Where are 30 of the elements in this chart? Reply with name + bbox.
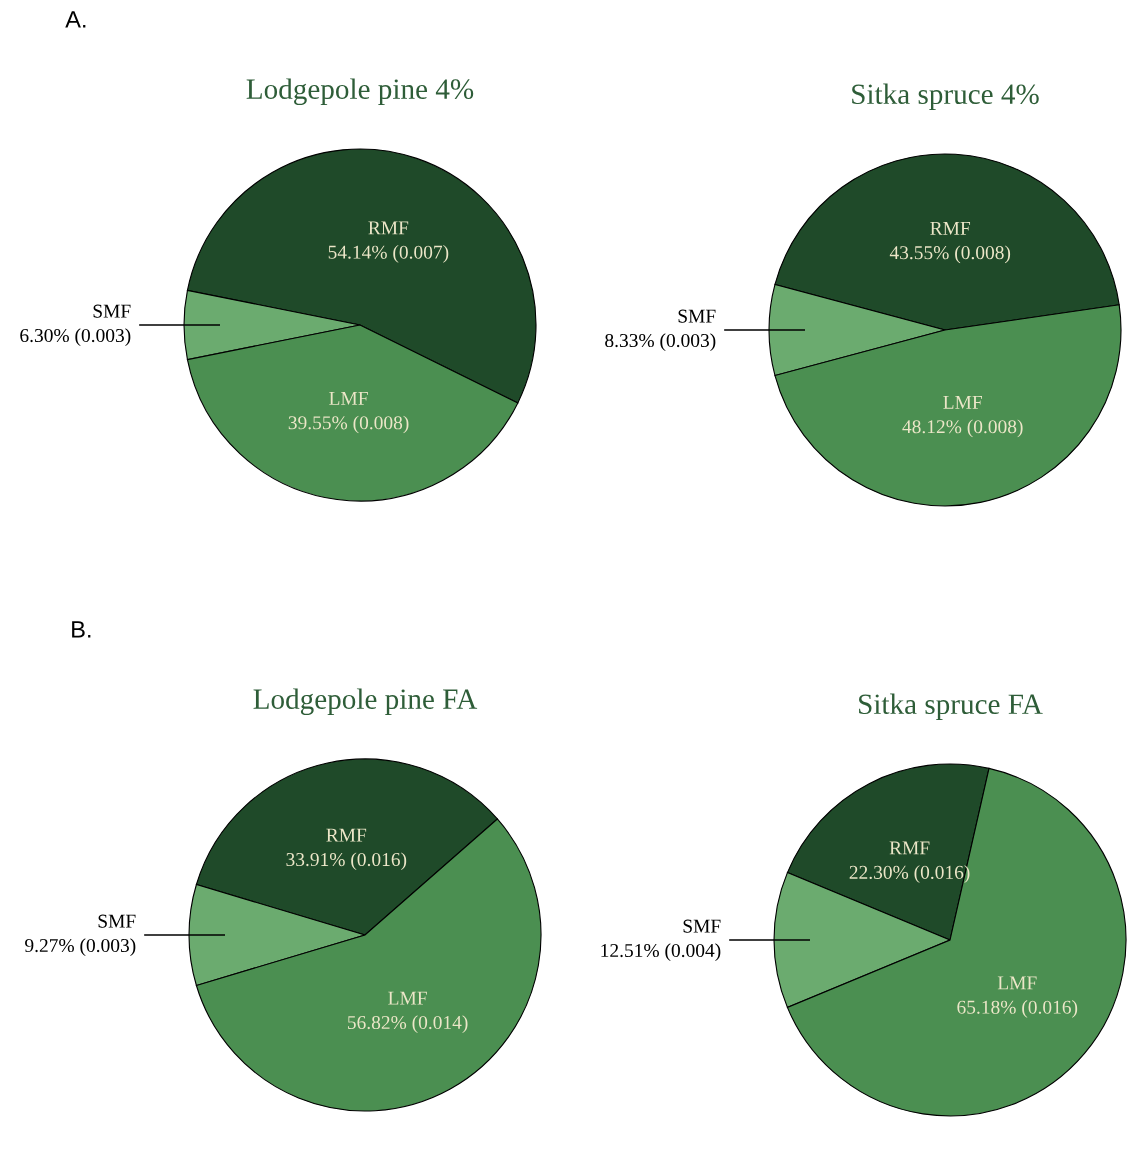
data-label: 6.30% (0.003) [20, 328, 131, 347]
data-label: 48.12% (0.008) [902, 419, 1023, 438]
slice-label: LMF [943, 395, 982, 409]
data-label: 8.33% (0.003) [605, 333, 716, 352]
slice-label: RMF [368, 221, 409, 235]
slice-label: SMF [678, 309, 716, 323]
slice-label: SMF [93, 304, 131, 318]
slice-label: SMF [683, 919, 721, 933]
data-label: 65.18% (0.016) [957, 1000, 1078, 1018]
slice-label: RMF [326, 828, 367, 842]
text: B. [72, 621, 91, 638]
slice-label: LMF [997, 976, 1037, 990]
slice-label: RMF [930, 221, 971, 235]
data-label: 43.55% (0.008) [889, 245, 1011, 264]
slice-label: LMF [329, 392, 368, 405]
chart-title: Sitka spruce 4% [852, 83, 1039, 110]
data-label: 54.14% (0.007) [328, 245, 449, 263]
chart-title: Lodgepole pine FA [253, 688, 478, 715]
chart-title: Sitka spruce FA [859, 693, 1043, 720]
slice-label: SMF [98, 914, 136, 928]
data-label: 12.51% (0.004) [601, 943, 721, 962]
chart-title: Lodgepole pine 4% [246, 78, 474, 105]
slice-label: RMF [889, 841, 930, 855]
data-label: 22.30% (0.016) [849, 865, 970, 883]
data-label: 9.27% (0.003) [25, 938, 136, 957]
text: A. [65, 11, 86, 28]
data-label: 56.82% (0.014) [347, 1015, 468, 1033]
data-label: 33.91% (0.016) [286, 852, 407, 871]
data-label: 39.55% (0.008) [288, 415, 409, 434]
slice-label: LMF [388, 991, 427, 1005]
